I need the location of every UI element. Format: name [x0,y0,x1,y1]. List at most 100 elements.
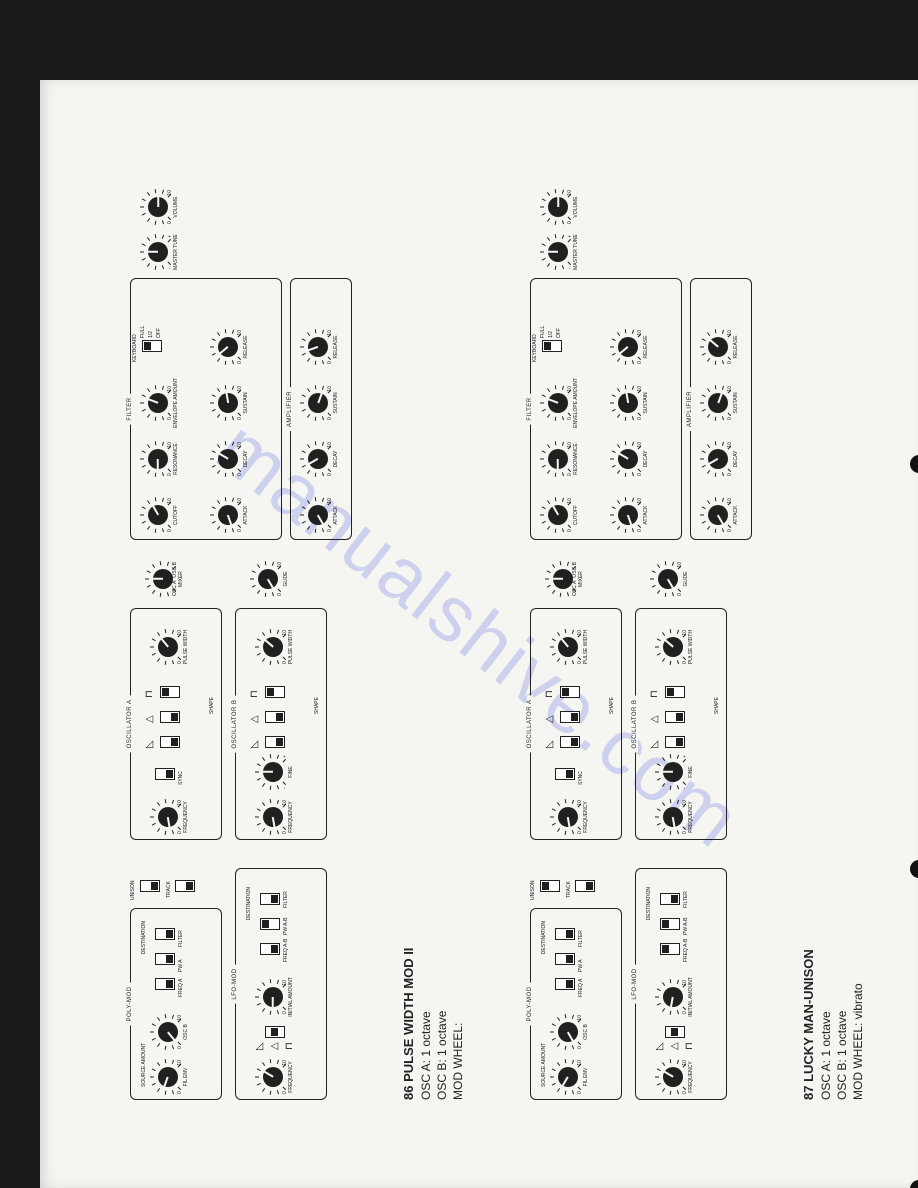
preset-caption: 86 PULSE WIDTH MOD II OSC A: 1 octave OS… [400,948,466,1100]
cutoff-knob[interactable]: CUTOFF010 [145,502,171,528]
decay-knob[interactable]: DECAY010 [615,446,641,472]
tri-switch[interactable] [560,711,580,723]
frequency-knob[interactable]: FREQUENCY010 [660,804,686,830]
filter-switch[interactable] [260,893,280,905]
attack-knob[interactable]: ATTACK010 [705,502,731,528]
keyboard-switch[interactable] [542,340,562,352]
pulse-switch[interactable] [560,686,580,698]
fine-knob[interactable]: FINE-+ [660,759,686,785]
saw-switch[interactable] [265,736,285,748]
fine-knob[interactable]: FINE-+ [260,759,286,785]
glide-knob[interactable]: GLIDE010 [655,566,681,592]
saw-switch[interactable] [160,736,180,748]
knob-label: FREQUENCY [288,1061,294,1092]
envelope-amount-knob[interactable]: ENVELOPE AMOUNT010 [145,390,171,416]
tri-switch[interactable] [265,711,285,723]
osc-b-knob[interactable]: OSC B010 [555,1019,581,1045]
volume-knob[interactable]: VOLUME010 [545,194,571,220]
filter-switch[interactable] [555,928,575,940]
frequency-knob[interactable]: FREQUENCY010 [555,804,581,830]
pulse-switch[interactable] [265,686,285,698]
shape-switch[interactable] [265,1026,285,1038]
fil-env-knob[interactable]: FIL ENV010 [555,1064,581,1090]
group-label: DESTINATION [646,887,652,920]
mixer-knob[interactable]: MIXEROSC AOSC B [150,566,176,592]
pw-a-switch[interactable] [555,953,575,965]
track-switch[interactable] [575,880,595,892]
initial-amount-knob[interactable]: INITIAL AMOUNT010 [260,984,286,1010]
sync-switch[interactable] [155,768,175,780]
freq-a-b-switch[interactable] [260,943,280,955]
osc-b-knob[interactable]: OSC B010 [155,1019,181,1045]
fil-env-knob[interactable]: FIL ENV010 [155,1064,181,1090]
freq-a-switch[interactable] [555,978,575,990]
filter-switch[interactable] [155,928,175,940]
section-title: LFO-MOD [232,964,238,1003]
resonance-knob[interactable]: RESONANCE010 [545,446,571,472]
waveform-icon: ⊓ [250,690,260,698]
pw-a-b-switch[interactable] [660,918,680,930]
volume-knob[interactable]: VOLUME010 [145,194,171,220]
decay-knob[interactable]: DECAY010 [305,446,331,472]
group-label: SHAPE [209,697,215,714]
knob-label: MASTER TUNE [173,234,179,270]
decay-knob[interactable]: DECAY010 [215,446,241,472]
release-knob[interactable]: RELEASE010 [615,334,641,360]
attack-knob[interactable]: ATTACK010 [305,502,331,528]
section-title: POLY-MOD [527,982,533,1025]
attack-knob[interactable]: ATTACK010 [615,502,641,528]
cutoff-knob[interactable]: CUTOFF010 [545,502,571,528]
pulse-width-knob[interactable]: PULSE WIDTH010 [555,634,581,660]
filter-switch[interactable] [660,893,680,905]
tri-switch[interactable] [665,711,685,723]
saw-switch[interactable] [665,736,685,748]
pulse-switch[interactable] [665,686,685,698]
frequency-knob[interactable]: FREQUENCY010 [260,804,286,830]
frequency-knob[interactable]: FREQUENCY010 [260,1064,286,1090]
pulse-width-knob[interactable]: PULSE WIDTH010 [260,634,286,660]
saw-switch[interactable] [560,736,580,748]
group-label: SHAPE [609,697,615,714]
knob-label: RELEASE [243,335,249,358]
master-tune-knob[interactable]: MASTER TUNE-+ [145,239,171,265]
pw-a-switch[interactable] [155,953,175,965]
knob-label: SUSTAIN [643,392,649,413]
initial-amount-knob[interactable]: INITIAL AMOUNT010 [660,984,686,1010]
frequency-knob[interactable]: FREQUENCY010 [155,804,181,830]
sync-switch[interactable] [555,768,575,780]
knob-label: VOLUME [173,196,179,217]
pulse-width-knob[interactable]: PULSE WIDTH010 [155,634,181,660]
sustain-knob[interactable]: SUSTAIN010 [615,390,641,416]
switch-label: TRACK [566,881,572,898]
tri-switch[interactable] [160,711,180,723]
sustain-knob[interactable]: SUSTAIN010 [305,390,331,416]
master-tune-knob[interactable]: MASTER TUNE-+ [545,239,571,265]
pulse-switch[interactable] [160,686,180,698]
unison-switch[interactable] [140,880,160,892]
release-knob[interactable]: RELEASE010 [305,334,331,360]
decay-knob[interactable]: DECAY010 [705,446,731,472]
release-knob[interactable]: RELEASE010 [705,334,731,360]
attack-knob[interactable]: ATTACK010 [215,502,241,528]
sustain-knob[interactable]: SUSTAIN010 [215,390,241,416]
glide-knob[interactable]: GLIDE010 [255,566,281,592]
freq-a-b-switch[interactable] [660,943,680,955]
track-switch[interactable] [175,880,195,892]
release-knob[interactable]: RELEASE010 [215,334,241,360]
synth-panel: POLY-MOD SOURCE AMOUNT DESTINATION LFO-M… [520,180,860,1100]
knob-label: ATTACK [333,506,339,525]
keyboard-switch[interactable] [142,340,162,352]
freq-a-switch[interactable] [155,978,175,990]
pw-a-b-switch[interactable] [260,918,280,930]
envelope-amount-knob[interactable]: ENVELOPE AMOUNT010 [545,390,571,416]
group-label: DESTINATION [246,887,252,920]
sustain-knob[interactable]: SUSTAIN010 [705,390,731,416]
knob-label: FIL ENV [583,1068,589,1087]
waveform-icon: △ [545,715,555,723]
unison-switch[interactable] [540,880,560,892]
pulse-width-knob[interactable]: PULSE WIDTH010 [660,634,686,660]
mixer-knob[interactable]: MIXEROSC AOSC B [550,566,576,592]
frequency-knob[interactable]: FREQUENCY010 [660,1064,686,1090]
shape-switch[interactable] [665,1026,685,1038]
resonance-knob[interactable]: RESONANCE010 [145,446,171,472]
